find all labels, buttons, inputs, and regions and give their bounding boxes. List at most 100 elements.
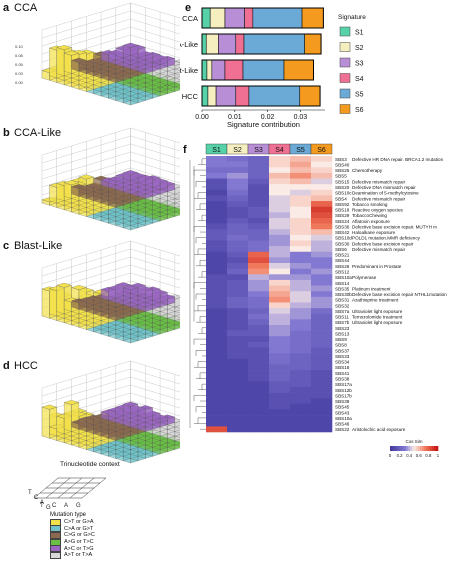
panel-a: a CCA 0.10 0.08 0.05 0.03 0.00 [0,0,180,115]
x-axis-label: Signature contribution [227,120,300,129]
heatmap-cell [248,308,270,315]
colorbar-step [402,446,405,451]
row-label: SBS38 [335,377,350,382]
row-description: Platinum treatment [352,286,391,291]
heatmap-cell [311,375,333,382]
heatmap-cell [248,291,270,298]
colorbar-tick: 0 [389,453,392,458]
mutation-type-label: A>C or T>G [64,545,94,552]
mutation-type-list: C>T or G>A C>A or G>T C>G or G>C A>G or T>C… [50,518,170,559]
heatmap-cell [248,206,270,213]
heatmap-cell [290,240,312,247]
heatmap-cell [248,420,270,427]
bar-segment [207,85,217,107]
right-base-label: A [64,503,68,509]
row-description: Temozolomide treatment [352,315,403,320]
heatmap-cell [227,341,249,348]
heatmap-cell [227,308,249,315]
panel-letter: c [3,240,10,252]
row-description: TobaccoChewing [352,213,387,218]
row-label: SBS30b [335,292,352,297]
heatmap-cell [227,370,249,376]
bar-segment [224,7,245,29]
heatmap-cell [269,313,291,320]
heatmap-cell [227,251,249,258]
row-label: SBS34 [335,360,350,365]
heatmap-cell [290,161,312,168]
colorbar-step [422,446,425,451]
colorbar-step [406,446,409,451]
mutation-type-item: C>A or G>T [50,525,170,533]
heatmap-cell [311,246,333,253]
heatmap-cell [311,279,333,286]
row-label: SBS14 [335,281,350,286]
heatmap-cell [311,268,333,275]
heatmap-cell [311,212,333,219]
heatmap-cell [227,184,249,191]
heatmap-cell [311,263,333,269]
legend-label: S6 [355,107,364,114]
heatmap-cell [248,353,270,360]
heatmap-cell [311,257,333,264]
heatmap-cell [269,189,291,196]
colorbar-tick: 0.6 [416,453,423,458]
heatmap-cell [311,296,333,303]
heatmap-cell [269,274,291,281]
right-base-label: G [76,503,81,509]
row-label: SBS31 [335,298,350,303]
heatmap-cell [206,341,228,348]
row-description: Ultraviolet light exposure [352,320,403,325]
row-description: Defective mismatch repair [352,179,406,184]
right-base-label: T [40,503,44,509]
heatmap-cell [290,353,312,360]
row-description: Defective base excision repair. MUTYH m [352,224,437,229]
heatmap-cell [290,223,312,230]
colorbar-step [434,446,437,451]
heatmap-cell [206,189,228,196]
row-description: Defective DNA mismatch repair [352,185,416,190]
heatmap-cell [290,296,312,303]
heatmap-cell [269,324,291,331]
heatmap-cell [248,381,270,388]
bar-segment [224,59,244,81]
heatmap-cell [206,178,228,185]
heatmap-cell [269,420,291,427]
panel-d: d HCC [0,358,180,473]
heatmap-cell [269,381,291,388]
bar-segment [252,7,303,29]
column-annotation [310,143,333,155]
heatmap-cell [311,156,333,162]
heatmap-cell [227,319,249,326]
row-label: SBS45 [335,405,350,410]
heatmap-chart: S1 S2 S3 S4 S5 S6 SBS3 Defective HR DNA repair.… [189,143,447,458]
heatmap-cell [227,217,249,224]
mutation-type-swatch [50,545,61,553]
heatmap-cell [248,223,270,230]
heatmap-cell [290,189,312,196]
heatmap-cell [206,195,228,202]
heatmap-cell [290,415,312,422]
heatmap-cell [206,313,228,320]
colorbar-step [390,446,393,451]
heatmap-cell [248,251,270,258]
heatmap-cell [227,274,249,281]
heatmap-cell [269,426,291,433]
heatmap-cell [269,336,291,343]
row-label: SBS39 [335,399,350,404]
heatmap-cell [227,161,249,168]
heatmap-cell [206,426,228,433]
bar-outline [201,33,322,55]
heatmap-cell [311,229,333,236]
heatmap-cell [269,195,291,202]
heatmap-cell [269,223,291,230]
panel-c: c Blast-Like [0,238,180,353]
row-description: Deamination of 5-methylcytosine [352,191,419,196]
heatmap-cell [311,415,333,422]
heatmap-cell [311,223,333,230]
row-label: SBS8 [335,343,347,348]
heatmap-cell [269,386,291,393]
heatmap-cell [248,234,270,241]
heatmap-cell [269,172,291,179]
heatmap-cell [269,268,291,275]
